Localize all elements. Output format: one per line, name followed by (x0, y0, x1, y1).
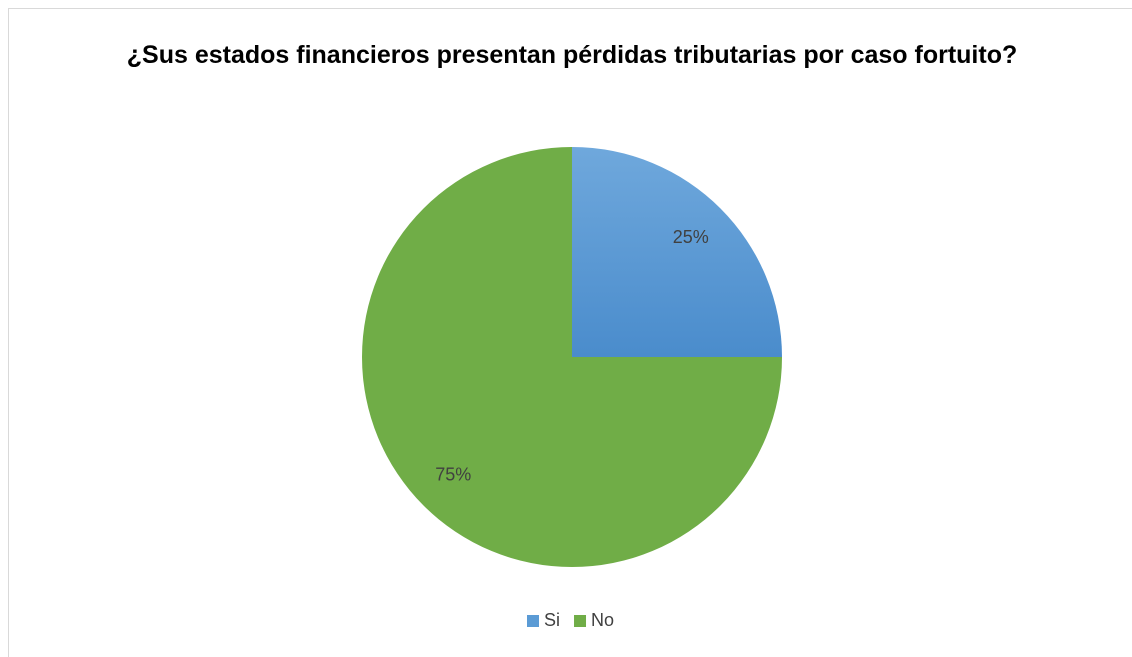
chart-title: ¿Sus estados financieros presentan pérdi… (126, 41, 1018, 69)
legend-swatch (527, 615, 539, 627)
legend-label: No (591, 610, 614, 630)
data-label: 25% (673, 227, 709, 247)
pie-slice (362, 147, 782, 567)
data-label: 75% (435, 465, 471, 485)
legend-swatch (574, 615, 587, 627)
pie-slice (572, 147, 782, 357)
chart-frame (8, 8, 1132, 657)
legend-label: Si (544, 610, 560, 630)
